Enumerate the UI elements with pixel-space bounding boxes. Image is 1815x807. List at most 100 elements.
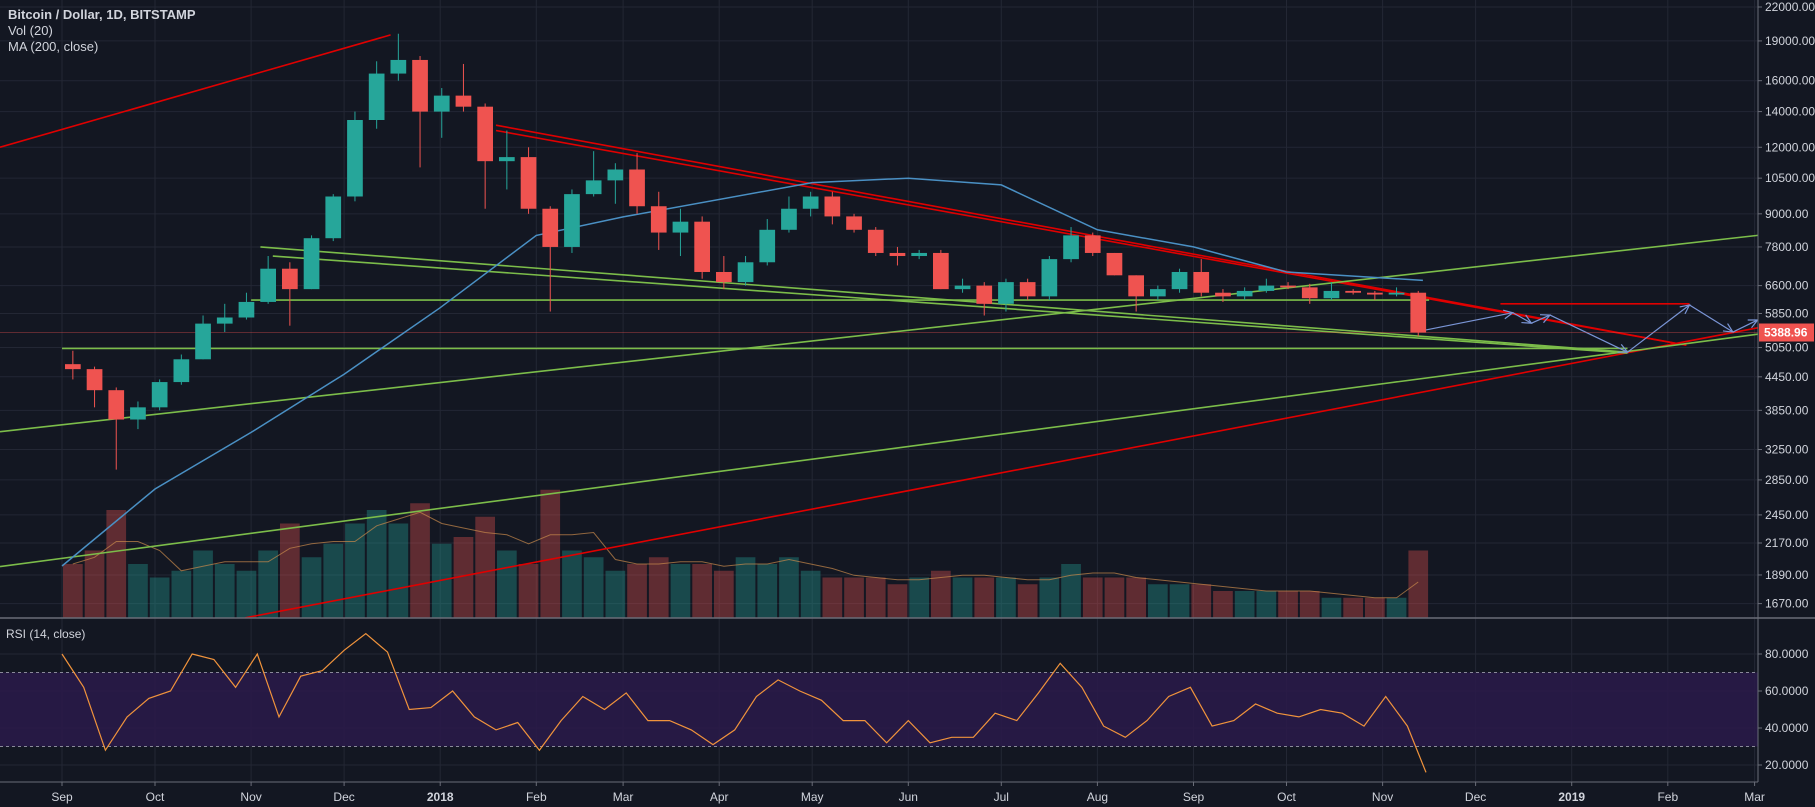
candle-body	[1128, 275, 1144, 297]
forecast-arrow	[1549, 314, 1628, 353]
volume-indicator-label[interactable]: Vol (20)	[8, 23, 53, 38]
candle-body	[694, 221, 710, 272]
volume-bar	[236, 570, 257, 618]
volume-bar	[1061, 564, 1081, 618]
candle-body	[347, 120, 363, 197]
candle-body	[846, 216, 862, 230]
volume-bar	[63, 564, 83, 618]
volume-bar	[844, 577, 864, 618]
candle-body	[1280, 285, 1296, 288]
volume-bar	[258, 550, 278, 618]
time-tick-label: Oct	[146, 790, 165, 804]
price-tick-label: 12000.00	[1765, 140, 1815, 154]
candle-body	[65, 364, 81, 370]
volume-bar	[562, 550, 582, 618]
candle-body	[1019, 282, 1036, 297]
price-tick-label: 3250.00	[1765, 443, 1809, 457]
volume-bar	[1148, 584, 1168, 618]
candle-body	[499, 157, 515, 162]
time-tick-label: Apr	[710, 790, 729, 804]
candle-body	[1388, 292, 1405, 295]
volume-bar	[714, 570, 734, 618]
rsi-indicator-label[interactable]: RSI (14, close)	[6, 627, 86, 641]
volume-bar	[323, 543, 344, 618]
candle-body	[976, 285, 993, 304]
candle-body	[802, 196, 819, 209]
rsi-tick-label: 80.0000	[1765, 647, 1809, 661]
price-tick-label: 1890.00	[1765, 568, 1809, 582]
volume-bar	[670, 564, 691, 618]
candle-body	[1410, 292, 1427, 333]
candle-body	[867, 229, 884, 253]
time-tick-label: Dec	[1465, 790, 1486, 804]
candle-body	[238, 301, 255, 318]
rsi-line	[61, 632, 1427, 773]
price-tick-label: 19000.00	[1765, 34, 1815, 48]
symbol-title[interactable]: Bitcoin / Dollar, 1D, BITSTAMP	[8, 7, 196, 22]
volume-bar	[627, 564, 647, 618]
candle-body	[412, 59, 428, 112]
price-tick-label: 7800.00	[1765, 240, 1809, 254]
volume-bar	[1256, 591, 1277, 618]
red-trendline	[495, 124, 1687, 347]
candle-body	[759, 229, 776, 263]
volume-bar	[648, 557, 669, 618]
candle-body	[260, 268, 276, 302]
price-tick-label: 14000.00	[1765, 105, 1815, 119]
volume-bar	[974, 577, 995, 618]
volume-bar	[106, 510, 127, 618]
volume-bar	[996, 577, 1016, 618]
rsi-pane	[0, 632, 1758, 773]
price-tick-label: 3850.00	[1765, 403, 1809, 417]
volume-bar	[605, 570, 626, 618]
rsi-tick-label: 20.0000	[1765, 758, 1809, 772]
trendline-drawings[interactable]	[0, 34, 1759, 619]
chart-legend: Bitcoin / Dollar, 1D, BITSTAMP Vol (20) …	[8, 7, 196, 55]
rsi-tick-label: 60.0000	[1765, 684, 1809, 698]
time-tick-label: Oct	[1277, 790, 1296, 804]
candles	[65, 33, 1427, 470]
candle-body	[1106, 252, 1123, 276]
volume-bar	[1343, 597, 1363, 618]
time-tick-label: Jul	[994, 790, 1009, 804]
price-tick-label: 1670.00	[1765, 597, 1809, 611]
candle-body	[477, 106, 493, 162]
volume-bar	[540, 489, 561, 618]
candle-body	[130, 407, 146, 420]
volume-bar	[1278, 591, 1298, 618]
forecast-arrow	[1689, 304, 1734, 333]
candle-body	[1345, 290, 1361, 293]
candle-body	[1258, 285, 1275, 291]
last-price-label: 5388.96	[1764, 326, 1808, 340]
volume-bar	[193, 550, 213, 618]
volume-bar	[779, 557, 799, 618]
volume-bar	[1386, 597, 1407, 618]
volume-bar	[1039, 577, 1060, 618]
volume-bar	[84, 550, 105, 618]
time-tick-label: 2019	[1558, 790, 1585, 804]
volume-bar	[345, 523, 365, 618]
price-tick-label: 9000.00	[1765, 207, 1809, 221]
candle-body	[607, 169, 624, 181]
volume-bar	[1191, 584, 1212, 618]
candle-body	[520, 157, 537, 209]
forecast-arrow	[1627, 304, 1690, 353]
candle-body	[433, 95, 450, 112]
volume-bar	[214, 564, 235, 618]
volume-bar	[1213, 591, 1233, 618]
volume-bar	[497, 550, 517, 618]
candle-body	[1236, 290, 1253, 297]
price-tick-label: 5850.00	[1765, 307, 1809, 321]
forecast-arrow	[1512, 312, 1532, 324]
forecast-arrow	[1425, 312, 1513, 331]
time-tick-label: Jun	[899, 790, 918, 804]
candle-body	[1150, 289, 1166, 297]
time-axis-bg	[0, 782, 1758, 807]
volume-bar	[692, 564, 712, 618]
candle-body	[1171, 271, 1188, 290]
volume-bar	[1408, 550, 1429, 618]
ma-indicator-label[interactable]: MA (200, close)	[8, 39, 99, 54]
candle-body	[564, 194, 580, 247]
volume-bar	[301, 557, 322, 618]
